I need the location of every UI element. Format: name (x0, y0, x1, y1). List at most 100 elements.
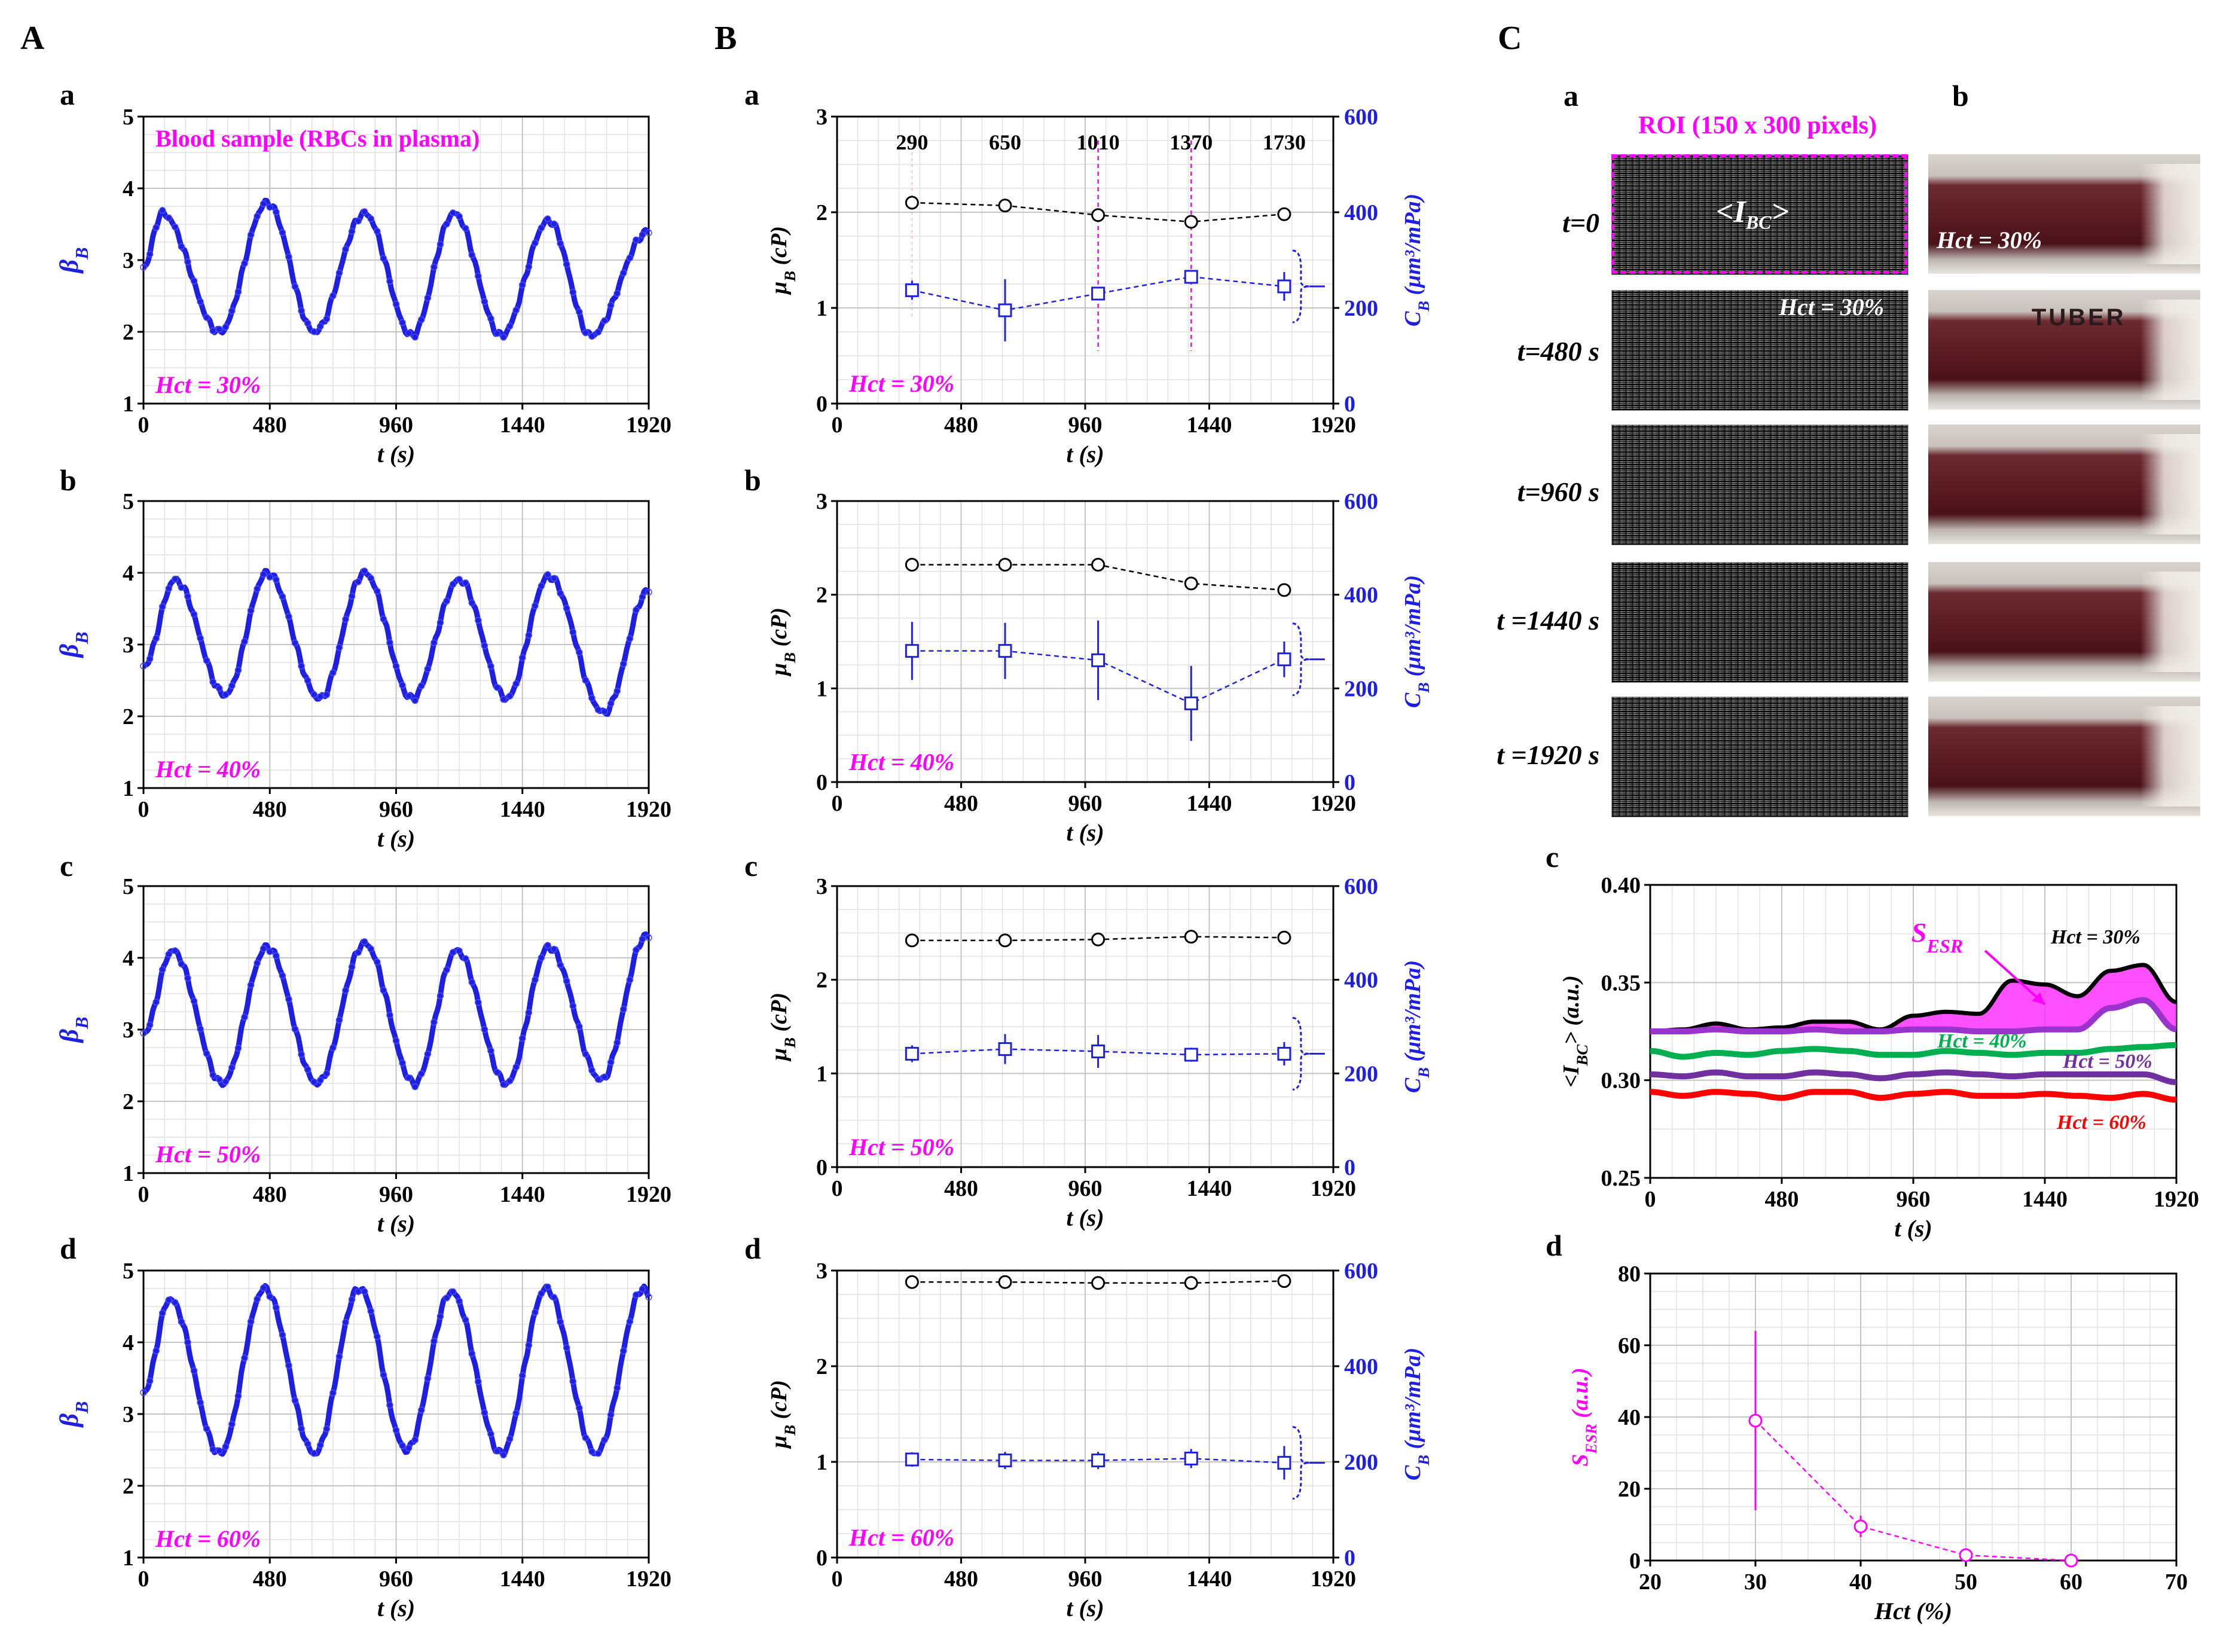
data-point (576, 649, 583, 656)
data-point (613, 1384, 621, 1392)
x-tick-label: 1920 (626, 1182, 671, 1207)
data-point (355, 949, 362, 956)
data-point (626, 1318, 634, 1326)
data-point (190, 1367, 198, 1375)
ibc-series-4 (1650, 997, 2177, 1034)
data-point (348, 228, 356, 235)
data-point (626, 254, 634, 262)
x-tick-label: 1920 (1311, 1176, 1356, 1201)
data-point (241, 638, 248, 645)
x-tick-label: 1920 (626, 413, 671, 438)
data-point (222, 323, 230, 331)
data-point (620, 660, 627, 668)
y-tick-label: 2 (816, 968, 827, 993)
data-point (367, 1308, 374, 1315)
data-point (443, 1294, 450, 1302)
x-axis-label-text: t (s) (1066, 819, 1104, 846)
y-tick-label: 2 (123, 704, 134, 729)
y-axis-label-text: μB (cP) (767, 1380, 799, 1449)
y2-axis-label-text: CB (μm³/mPa) (1400, 960, 1433, 1093)
data-point (563, 978, 570, 985)
data-point (418, 316, 425, 323)
data-point (241, 1013, 248, 1021)
chart-A-a: a 0 480 960 1440 1920 1 2 3 4 5 βB t (s) Hct = 30% Blo… (54, 78, 671, 468)
x-tick-label: 1920 (626, 1567, 671, 1592)
y-tick-label: 40 (1618, 1405, 1641, 1430)
data-point (152, 224, 160, 231)
hct-label: Hct = 30% (848, 370, 954, 397)
data-point (532, 976, 539, 984)
data-point (512, 307, 520, 314)
data-point (380, 1371, 387, 1379)
roi-box (1611, 154, 1907, 274)
data-point (557, 590, 564, 597)
data-point (140, 1389, 147, 1396)
cb-data-point (1091, 1045, 1106, 1059)
x-tick-label: 1440 (500, 413, 545, 438)
data-point (424, 665, 432, 673)
data-point (323, 1425, 331, 1433)
data-point (569, 1378, 576, 1385)
hct-label: Hct = 50% (155, 1141, 261, 1168)
y-axis-label: μB (cP) (767, 607, 799, 677)
data-point (639, 231, 646, 239)
data-point (392, 662, 400, 670)
series-label-60: Hct = 60% (2056, 1111, 2146, 1134)
data-point (146, 251, 154, 258)
sesr-data-point (2064, 1553, 2078, 1568)
mu-data-point (998, 558, 1012, 572)
cb-data-point (1277, 652, 1291, 667)
chart-C-c: c 0 480 960 1440 1920 0.25 0.30 0.35 0.40 Hct = 30… (1546, 840, 2199, 1242)
x-axis-label-text: t (s) (1066, 441, 1104, 468)
y-axis-label-text: μB (cP) (767, 993, 799, 1062)
data-point (329, 292, 337, 300)
data-point (342, 1318, 349, 1326)
x-axis-label: t (s) (377, 441, 415, 468)
x-tick-label: 960 (1068, 1567, 1103, 1592)
data-point (184, 975, 191, 982)
data-point (361, 208, 368, 215)
data-point (582, 1434, 590, 1442)
y-tick-label: 0 (816, 1155, 827, 1180)
data-point (380, 987, 387, 994)
x-tick-label: 1440 (500, 1567, 545, 1592)
data-point (645, 1293, 652, 1301)
y-tick-label: 3 (816, 489, 827, 514)
x-axis-label: t (s) (1066, 1595, 1104, 1622)
data-point (424, 294, 432, 302)
mu-data-point (998, 199, 1012, 213)
time-label-4: t =1920 s (1497, 740, 1599, 770)
y2-tick-label: 400 (1344, 200, 1378, 225)
x-tick-label: 0 (832, 413, 843, 438)
data-point (538, 954, 545, 961)
data-point (487, 662, 494, 670)
cb-data-point (1091, 286, 1106, 301)
data-point (310, 1450, 317, 1457)
data-point (405, 1445, 413, 1452)
data-point (279, 1331, 286, 1339)
hct-label: Hct = 60% (155, 1525, 261, 1552)
data-point (436, 619, 444, 627)
y-tick-label: 3 (123, 248, 134, 273)
y2-axis-label-text: CB (μm³/mPa) (1400, 1348, 1433, 1480)
x-tick-label: 1440 (1187, 413, 1232, 438)
data-point (197, 298, 204, 306)
data-point (335, 1016, 343, 1024)
subpanel-letter: d (1546, 1229, 1562, 1262)
subpanel-letter: d (744, 1232, 761, 1265)
data-point (468, 979, 475, 986)
data-point (487, 1047, 494, 1055)
bracket (1292, 622, 1309, 697)
cb-data-point (905, 283, 919, 297)
data-point (172, 1299, 179, 1306)
x-axis-label-text: t (s) (1066, 1204, 1104, 1231)
data-point (317, 693, 324, 700)
data-point (557, 240, 564, 247)
data-point (633, 236, 640, 244)
data-point (462, 225, 469, 232)
data-point (158, 207, 166, 214)
y-axis-label: μB (cP) (767, 1380, 799, 1449)
y2-axis-label: CB (μm³/mPa) (1400, 194, 1433, 326)
chart-A-b: b 0 480 960 1440 1920 1 2 3 4 5 βB t (s) Hct = 40% (54, 463, 671, 852)
